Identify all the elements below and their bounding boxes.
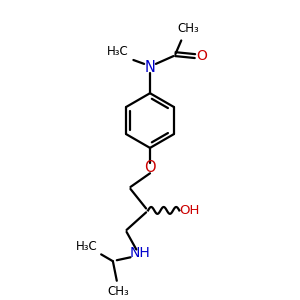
Text: N: N [145,60,155,75]
Text: H₃C: H₃C [76,240,98,253]
Text: O: O [196,49,207,63]
Text: H₃C: H₃C [107,45,129,58]
Text: O: O [144,160,156,175]
Text: CH₃: CH₃ [177,22,199,35]
Text: OH: OH [179,204,199,217]
Text: CH₃: CH₃ [108,285,130,298]
Text: NH: NH [130,246,151,260]
